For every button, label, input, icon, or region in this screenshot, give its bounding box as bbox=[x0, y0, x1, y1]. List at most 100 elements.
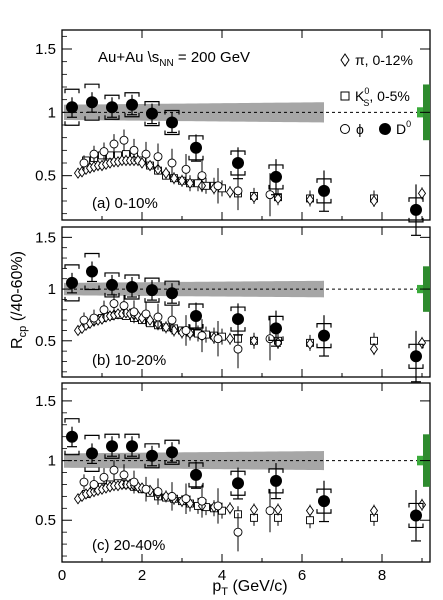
pion-point bbox=[145, 159, 155, 172]
phi-point bbox=[141, 149, 151, 159]
y-tick-label: 0.5 bbox=[35, 333, 56, 350]
phi-point bbox=[141, 484, 151, 494]
d0-syst-bracket bbox=[64, 418, 80, 456]
d0-point bbox=[166, 287, 178, 300]
phi-point bbox=[79, 477, 89, 487]
pion-point bbox=[185, 177, 195, 190]
d0-point bbox=[410, 509, 422, 522]
d0-point bbox=[126, 440, 138, 453]
d0-point bbox=[86, 447, 98, 460]
d0-point bbox=[166, 116, 178, 129]
legend-label-diamond: π, 0-12% bbox=[355, 52, 413, 68]
d0-point bbox=[66, 101, 78, 114]
y-tick-label: 1 bbox=[48, 104, 56, 121]
d0-syst-bracket bbox=[268, 468, 284, 494]
d0-syst-bracket bbox=[316, 323, 332, 349]
phi-point bbox=[181, 325, 191, 335]
d0-point bbox=[126, 281, 138, 293]
pion-point bbox=[417, 187, 427, 200]
d0-point bbox=[66, 276, 78, 289]
phi-point bbox=[79, 158, 89, 168]
d0-syst-bracket bbox=[230, 150, 246, 176]
pion-point bbox=[249, 503, 259, 516]
d0-point bbox=[86, 265, 98, 278]
x-tick-label: 2 bbox=[138, 567, 146, 584]
d0-syst-bracket bbox=[124, 433, 140, 459]
d0-point bbox=[270, 474, 282, 487]
d0-syst-bracket bbox=[84, 252, 100, 291]
pion-point bbox=[369, 343, 379, 355]
d0-syst-bracket bbox=[104, 272, 120, 298]
d0-syst-bracket bbox=[104, 94, 120, 120]
phi-point bbox=[99, 147, 109, 157]
d0-point bbox=[86, 96, 98, 109]
d0-syst-bracket bbox=[268, 164, 284, 190]
pion-point bbox=[273, 192, 283, 205]
x-tick-label: 4 bbox=[218, 567, 226, 584]
d0-point bbox=[410, 350, 422, 363]
d0-syst-bracket bbox=[316, 488, 332, 514]
y-tick-label: 1.5 bbox=[35, 229, 56, 246]
d0-point bbox=[232, 157, 244, 169]
phi-point bbox=[265, 506, 275, 516]
pion-point bbox=[225, 332, 235, 345]
x-tick-label: 6 bbox=[298, 567, 306, 584]
phi-point bbox=[109, 465, 119, 475]
phi-point bbox=[167, 158, 177, 168]
d0-point bbox=[106, 101, 118, 114]
d0-syst-bracket bbox=[268, 315, 284, 341]
pion-point bbox=[137, 157, 147, 169]
phi-point bbox=[141, 309, 151, 319]
legend: π, 0-12% K0 S, 0-5% ϕ D0 bbox=[340, 52, 413, 137]
legend-k0s-marker bbox=[340, 91, 350, 101]
phi-point bbox=[233, 186, 243, 196]
d0-syst-bracket bbox=[408, 197, 424, 223]
phi-point bbox=[197, 171, 207, 181]
y-tick-label: 1 bbox=[48, 453, 56, 470]
d0-point bbox=[106, 278, 118, 291]
phi-point bbox=[181, 494, 191, 504]
d0-point bbox=[318, 329, 330, 342]
legend-phi-marker bbox=[340, 124, 350, 134]
d0-point bbox=[318, 495, 330, 508]
pion-point bbox=[161, 321, 171, 334]
d0-syst-bracket bbox=[124, 92, 140, 118]
d0-point bbox=[190, 468, 202, 481]
phi-point bbox=[197, 331, 207, 341]
d0-syst-bracket bbox=[188, 462, 204, 488]
y-tick-label: 0.5 bbox=[35, 168, 56, 185]
d0-point bbox=[190, 309, 202, 322]
d0-point bbox=[232, 477, 244, 490]
d0-syst-bracket bbox=[84, 83, 100, 121]
phi-point bbox=[129, 307, 139, 317]
phi-point bbox=[109, 139, 119, 149]
legend-label-circle: ϕ bbox=[356, 121, 364, 137]
d0-point bbox=[270, 170, 282, 183]
phi-point bbox=[233, 344, 243, 354]
pion-point bbox=[225, 186, 235, 198]
d0-point bbox=[232, 313, 244, 326]
d0-syst-bracket bbox=[408, 343, 424, 369]
phi-point bbox=[129, 477, 139, 487]
phi-point bbox=[213, 501, 223, 511]
x-tick-label: 8 bbox=[378, 567, 386, 584]
d0-point bbox=[106, 440, 118, 453]
pion-point bbox=[305, 504, 315, 517]
phi-point bbox=[89, 149, 99, 159]
d0-point bbox=[146, 449, 158, 462]
pion-point bbox=[417, 337, 427, 349]
y-tick-label: 1.5 bbox=[35, 393, 56, 410]
d0-point bbox=[146, 107, 158, 120]
pion-point bbox=[225, 502, 235, 515]
x-axis-label-sub: T bbox=[221, 586, 228, 598]
d0-point bbox=[126, 98, 138, 111]
d0-point bbox=[410, 203, 422, 216]
phi-point bbox=[153, 487, 163, 497]
phi-point bbox=[181, 164, 191, 174]
panel-label: (c) 20-40% bbox=[92, 537, 165, 554]
panel-a: 0.5 1 1.5 (a) 0-10% bbox=[35, 29, 431, 236]
phi-point bbox=[153, 152, 163, 162]
d0-point bbox=[66, 430, 78, 443]
d0-syst-bracket bbox=[164, 109, 180, 136]
collision-system-label: Au+Au \sNN = 200 GeV bbox=[98, 49, 250, 69]
